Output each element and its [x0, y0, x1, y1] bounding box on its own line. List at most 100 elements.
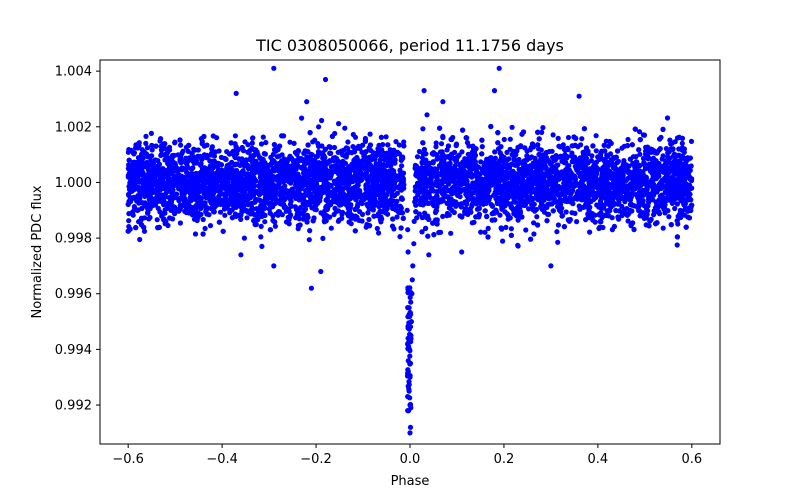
- data-point: [502, 184, 508, 190]
- data-point: [186, 142, 192, 148]
- data-point: [310, 139, 316, 145]
- data-point: [137, 236, 143, 243]
- data-point: [478, 159, 484, 165]
- data-point: [236, 156, 243, 162]
- data-point: [515, 242, 521, 248]
- data-point: [662, 189, 669, 195]
- data-point: [238, 216, 244, 222]
- data-point: [660, 225, 666, 231]
- data-point: [185, 148, 191, 154]
- data-point: [416, 148, 422, 155]
- data-point: [452, 163, 458, 169]
- data-point: [646, 223, 652, 229]
- data-point: [156, 198, 162, 204]
- data-point: [204, 205, 210, 211]
- data-point: [376, 230, 382, 236]
- data-point: [572, 195, 579, 201]
- data-point: [479, 144, 485, 150]
- data-point: [272, 223, 278, 229]
- data-point: [550, 208, 556, 214]
- data-point: [500, 238, 506, 244]
- data-point: [666, 214, 672, 220]
- data-point: [341, 147, 347, 153]
- data-point: [285, 206, 291, 212]
- data-point: [433, 140, 439, 146]
- data-point: [179, 150, 185, 156]
- data-point: [373, 161, 379, 167]
- data-point: [619, 145, 625, 151]
- data-point: [346, 149, 352, 155]
- data-point: [531, 220, 537, 226]
- data-point: [335, 218, 341, 224]
- data-point: [563, 209, 569, 215]
- data-point: [348, 221, 354, 227]
- data-point: [166, 144, 173, 150]
- data-point: [539, 129, 545, 135]
- data-points: [125, 65, 695, 436]
- data-point: [154, 217, 160, 223]
- data-point: [674, 201, 681, 207]
- data-point: [592, 219, 598, 225]
- data-point: [257, 174, 263, 181]
- data-point: [274, 154, 280, 160]
- data-point: [194, 210, 200, 216]
- data-point: [451, 149, 458, 155]
- data-point: [287, 201, 293, 207]
- data-point: [316, 124, 322, 130]
- data-point: [636, 129, 643, 135]
- data-point: [640, 170, 646, 176]
- data-point: [672, 139, 678, 145]
- data-point: [144, 159, 150, 166]
- data-point: [362, 138, 368, 144]
- data-point: [641, 161, 647, 167]
- data-point: [253, 206, 260, 212]
- data-point: [209, 144, 215, 150]
- data-point: [126, 224, 132, 230]
- data-point: [361, 159, 367, 165]
- data-point: [249, 140, 255, 146]
- data-point: [367, 131, 373, 137]
- data-point: [488, 155, 494, 161]
- data-point: [401, 139, 407, 145]
- data-point: [207, 158, 213, 164]
- data-point: [489, 168, 496, 174]
- data-point: [469, 203, 475, 209]
- data-point: [144, 145, 151, 151]
- data-point: [291, 140, 297, 146]
- data-point: [540, 125, 546, 131]
- data-point: [597, 218, 603, 225]
- data-point: [203, 209, 209, 215]
- data-point: [550, 175, 556, 181]
- data-point: [153, 143, 159, 149]
- data-point: [482, 229, 488, 235]
- data-point: [201, 190, 207, 197]
- data-point: [448, 136, 454, 142]
- data-point: [546, 211, 552, 217]
- data-point: [596, 212, 602, 218]
- data-point: [241, 235, 247, 241]
- data-point: [362, 153, 368, 159]
- data-point: [389, 223, 396, 229]
- data-point: [319, 117, 325, 124]
- data-point: [555, 222, 562, 228]
- data-point: [166, 195, 172, 201]
- data-point: [342, 153, 348, 159]
- data-point: [350, 131, 356, 138]
- data-point: [555, 239, 561, 245]
- data-point: [419, 215, 425, 221]
- data-point: [394, 198, 400, 204]
- data-point: [603, 138, 609, 144]
- data-point: [366, 216, 372, 223]
- data-point: [297, 222, 303, 228]
- data-point: [634, 159, 640, 165]
- data-point: [258, 141, 265, 147]
- data-point: [149, 147, 155, 153]
- data-point: [505, 216, 511, 222]
- data-point: [549, 148, 555, 154]
- data-point: [554, 229, 560, 235]
- data-point: [198, 161, 204, 167]
- data-point: [342, 125, 348, 131]
- data-point: [444, 210, 450, 217]
- data-point: [220, 228, 226, 234]
- data-point: [633, 191, 639, 198]
